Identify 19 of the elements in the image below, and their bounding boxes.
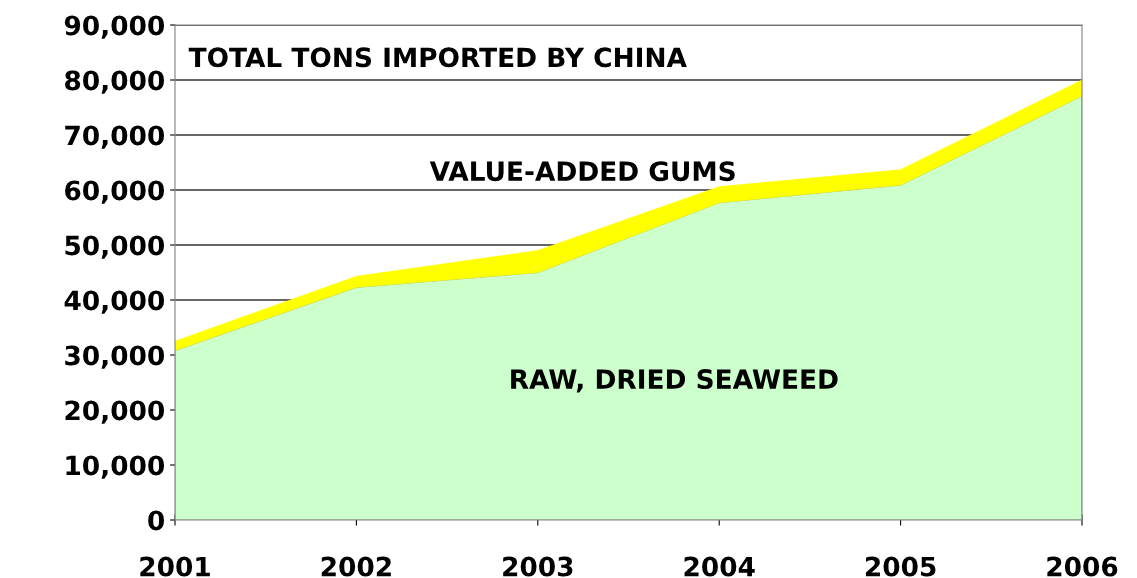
y-tick-label: 0 (148, 510, 165, 531)
x-tick-label: 2001 (140, 556, 210, 577)
x-tick-label: 2006 (1047, 556, 1118, 577)
y-tick-label: 80,000 (65, 70, 165, 94)
series-label: RAW, DRIED SEAWEED (511, 369, 838, 393)
text: TOTAL TONS IMPORTED BY CHINA (188, 47, 687, 68)
series-label: VALUE-ADDED GUMS (429, 161, 735, 182)
y-tick-label: 90,000 (64, 15, 165, 39)
y-tick-label: 40,000 (64, 290, 165, 314)
x-tick-label: 2002 (321, 556, 391, 577)
y-tick-label: 20,000 (65, 400, 165, 424)
y-tick-label: 50,000 (65, 235, 165, 259)
x-tick-label: 2005 (865, 556, 936, 577)
x-tick-label: 2003 (503, 556, 573, 577)
y-tick-label: 10,000 (66, 455, 165, 479)
y-tick-label: 70,000 (65, 125, 165, 149)
y-tick-label: 30,000 (65, 345, 165, 369)
x-tick-label: 2004 (684, 556, 755, 577)
y-tick-label: 60,000 (65, 180, 165, 204)
